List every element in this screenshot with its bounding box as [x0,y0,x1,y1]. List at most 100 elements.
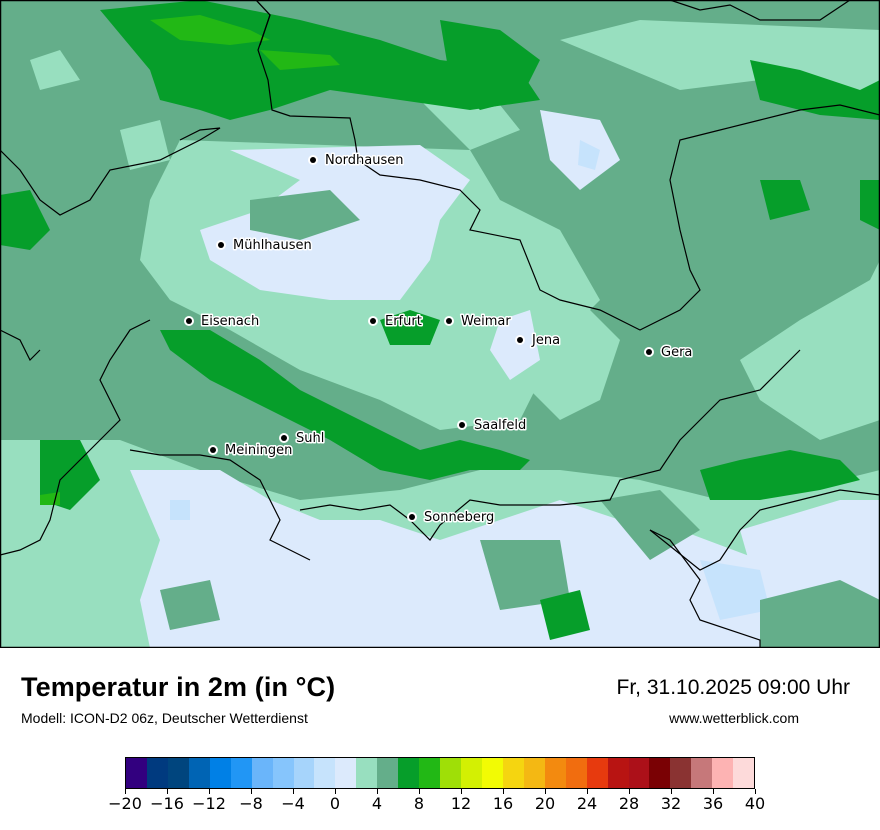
city-dot-icon [310,157,316,163]
colorbar-segment [440,758,461,788]
temp-band-4-6-patches [160,190,880,648]
colorbar-segment [398,758,420,788]
colorbar-tick-label: 8 [413,794,425,813]
colorbar-segment [419,758,441,788]
city-label: Eisenach [201,314,259,329]
city-markers: Nordhausen Mühlhausen Eisenach Erfurt Weimar… [184,152,694,527]
colorbar-segment [167,758,189,788]
colorbar-tick-label: 4 [371,794,383,813]
colorbar-tick-label: 20 [534,794,556,813]
temp-band-8-10 [40,15,340,505]
colorbar-tick [544,789,546,794]
colorbar-segment [146,758,168,788]
city-dot-icon [370,318,376,324]
colorbar-segment [126,758,147,788]
colorbar-tick-label: −12 [192,794,226,813]
temperature-colorbar [125,757,755,789]
colorbar-segment [377,758,399,788]
city-label: Erfurt [385,314,422,329]
colorbar-tick [124,789,126,794]
city-eisenach: Eisenach [184,313,261,331]
city-label: Saalfeld [474,418,526,433]
city-label: Sonneberg [424,510,494,525]
city-suhl: Suhl [279,430,326,448]
city-label: Gera [661,345,692,360]
colorbar-tick-label: −8 [239,794,263,813]
colorbar-tick-label: 36 [702,794,724,813]
colorbar-tick-label: −20 [108,794,142,813]
colorbar-tick [670,789,672,794]
colorbar-tick-label: 0 [329,794,341,813]
colorbar-segment [502,758,524,788]
city-label: Weimar [461,314,511,329]
chart-title: Temperatur in 2m (in °C) [21,672,336,702]
city-erfurt: Erfurt [368,313,423,331]
colorbar-segment [314,758,336,788]
city-dot-icon [218,242,224,248]
colorbar-segment [565,758,587,788]
colorbar-tick-label: 24 [576,794,598,813]
colorbar-segment [628,758,650,788]
temp-band-minus2-0 [170,140,770,620]
colorbar-tick [754,789,756,794]
colorbar-tick [166,789,168,794]
map-canvas: Nordhausen Mühlhausen Eisenach Erfurt Weimar… [0,0,880,648]
colorbar-segment [481,758,503,788]
colorbar-segment [607,758,629,788]
website-credit: www.wetterblick.com [669,710,799,726]
city-weimar: Weimar [444,313,513,331]
city-mühlhausen: Mühlhausen [216,237,313,255]
city-dot-icon [446,318,452,324]
colorbar-segment [209,758,231,788]
colorbar-ticks: −20 −16 −12 −8 −4 0 4 8 12 16 20 24 28 32 36 40 [108,789,765,829]
colorbar-segment [691,758,713,788]
city-dot-icon [210,447,216,453]
city-label: Suhl [296,431,324,446]
city-dot-icon [409,514,415,520]
city-label: Jena [531,333,560,348]
city-dot-icon [517,337,523,343]
colorbar-tick [418,789,420,794]
colorbar-segment [335,758,357,788]
colorbar-tick [292,789,294,794]
colorbar-segment [188,758,210,788]
city-sonneberg: Sonneberg [407,509,496,527]
colorbar-segment [649,758,671,788]
colorbar-tick [334,789,336,794]
colorbar-segment [670,758,692,788]
colorbar-tick-label: 32 [660,794,682,813]
colorbar-tick-label: 28 [618,794,640,813]
city-dot-icon [281,435,287,441]
city-dot-icon [646,349,652,355]
city-label: Meiningen [225,443,292,458]
colorbar-segment [712,758,734,788]
colorbar-segment [230,758,252,788]
border-lines [0,0,880,648]
city-label: Mühlhausen [233,238,312,253]
colorbar-tick [250,789,252,794]
city-dot-icon [459,422,465,428]
colorbar-segment [461,758,482,788]
colorbar-tick [712,789,714,794]
colorbar-tick-label: 16 [492,794,514,813]
colorbar-tick [208,789,210,794]
valid-datetime: Fr, 31.10.2025 09:00 Uhr [616,676,851,699]
colorbar-tick-label: −4 [281,794,305,813]
temperature-map: Nordhausen Mühlhausen Eisenach Erfurt Weimar… [0,0,880,648]
city-dot-icon [186,318,192,324]
city-label: Nordhausen [325,153,404,168]
city-saalfeld: Saalfeld [457,417,528,435]
colorbar-tick-label: −16 [150,794,184,813]
city-meiningen: Meiningen [208,442,294,460]
colorbar-segment [733,758,755,788]
city-jena: Jena [515,332,562,350]
colorbar-tick-label: 40 [744,794,766,813]
colorbar-tick-label: 12 [450,794,472,813]
colorbar-tick [628,789,630,794]
colorbar-segment [356,758,378,788]
colorbar-segment [293,758,315,788]
colorbar-tick [460,789,462,794]
colorbar-tick [376,789,378,794]
colorbar-tick [586,789,588,794]
city-nordhausen: Nordhausen [308,152,405,170]
